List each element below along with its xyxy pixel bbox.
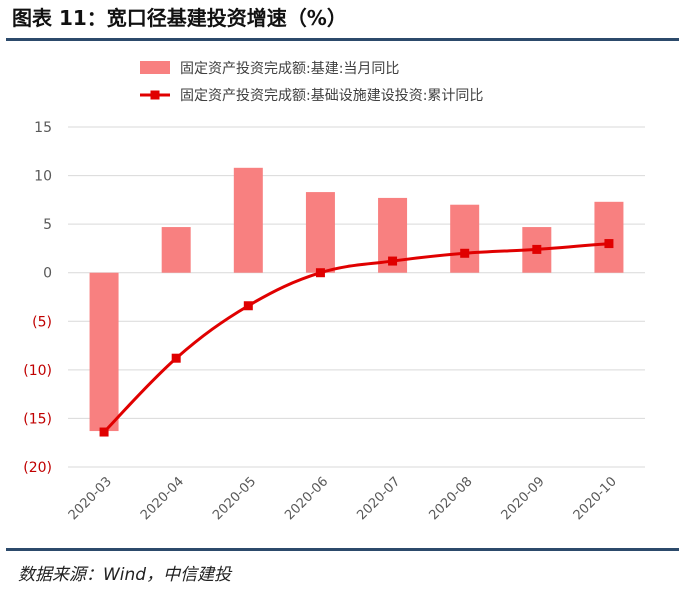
y-axis-ticks: 15 10 5 0 (5) (10) (15) (20) (23, 120, 52, 476)
x-tick-label: 2020-04 (138, 474, 187, 523)
figure-title: 图表 11：宽口径基建投资增速（%） (12, 6, 347, 30)
bar (450, 204, 480, 273)
x-tick-label: 2020-07 (354, 474, 403, 523)
bar (594, 201, 624, 273)
bar-series-layer (89, 167, 624, 432)
x-tick-label: 2020-09 (499, 474, 548, 523)
legend-label: 固定资产投资完成额:基建:当月同比 (180, 60, 399, 77)
y-tick-label: (5) (32, 314, 52, 330)
y-tick-label: (10) (23, 363, 52, 379)
line-series-layer (99, 239, 614, 437)
x-tick-label: 2020-10 (571, 474, 620, 523)
y-tick-label: 15 (34, 120, 52, 136)
x-tick-label: 2020-05 (210, 474, 259, 523)
bar (161, 227, 191, 273)
line-marker (460, 248, 470, 258)
y-tick-label: 10 (34, 169, 52, 185)
x-tick-label: 2020-08 (426, 474, 475, 523)
line-marker (243, 301, 253, 311)
source-note: 数据来源：Wind，中信建投 (18, 565, 232, 585)
top-divider (6, 38, 679, 41)
x-axis-ticks: 2020-03 2020-04 2020-05 2020-06 2020-07 2020-… (66, 474, 620, 523)
line-marker (388, 256, 398, 266)
y-tick-label: 0 (43, 266, 52, 282)
y-tick-label: (15) (23, 411, 52, 427)
grid-layer (68, 126, 645, 468)
bar (305, 192, 335, 273)
x-tick-label: 2020-06 (282, 474, 331, 523)
bar (233, 167, 263, 273)
y-tick-label: 5 (43, 217, 52, 233)
line-marker (171, 353, 181, 363)
line-marker (99, 427, 109, 437)
line-marker (604, 239, 614, 249)
bottom-divider (6, 548, 679, 551)
y-tick-label: (20) (23, 460, 52, 476)
legend-swatch-marker (150, 90, 160, 100)
legend-label: 固定资产投资完成额:基础设施建设投资:累计同比 (180, 87, 483, 104)
x-tick-label: 2020-03 (66, 474, 115, 523)
legend-swatch-bar (140, 61, 170, 74)
line-marker (532, 244, 542, 254)
bar (89, 272, 119, 432)
line-marker (315, 268, 325, 278)
